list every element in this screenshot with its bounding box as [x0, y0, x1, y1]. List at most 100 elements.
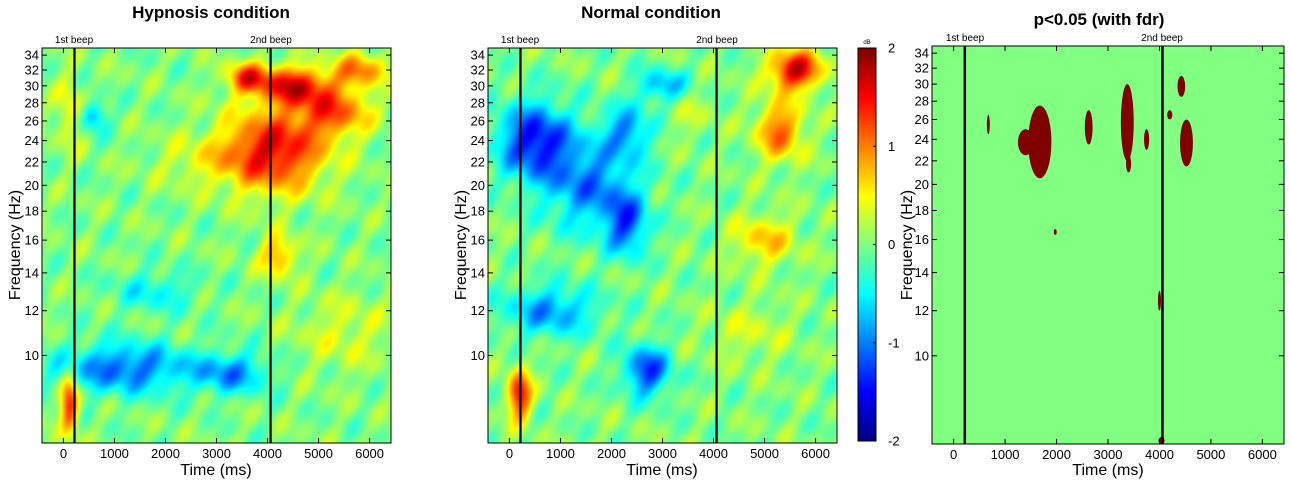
- panel-significance: p<0.05 (with fdr) 1st beep 2nd beep 10 12…: [899, 10, 1285, 479]
- colorbar-tick-label: 0: [888, 237, 895, 252]
- y-tick-label: 24: [471, 133, 485, 148]
- y-tick-label: 18: [915, 203, 929, 218]
- event-label-1st-beep: 1st beep: [946, 33, 985, 44]
- significant-regions: [986, 76, 1193, 444]
- y-tick-label: 30: [25, 78, 39, 93]
- x-tick-label: 1000: [100, 446, 129, 461]
- x-tick-label: 5000: [750, 446, 779, 461]
- x-tick-label: 2000: [1042, 447, 1071, 462]
- x-ticks: 0 1000 2000 3000 4000 5000 6000: [506, 48, 830, 461]
- y-tick-label: 32: [471, 62, 485, 77]
- y-tick-label: 12: [915, 303, 929, 318]
- colorbar-gradient: [858, 48, 876, 441]
- x-tick-label: 4000: [699, 446, 728, 461]
- significant-region: [1017, 129, 1034, 156]
- y-tick-label: 20: [915, 177, 929, 192]
- x-tick-label: 0: [950, 447, 957, 462]
- y-tick-label: 24: [915, 132, 929, 147]
- y-tick-label: 12: [471, 303, 485, 318]
- y-tick-label: 34: [471, 48, 485, 63]
- significant-region: [1180, 119, 1193, 167]
- x-tick-label: 6000: [355, 446, 384, 461]
- x-tick-label: 0: [60, 446, 67, 461]
- y-tick-label: 14: [915, 265, 929, 280]
- x-tick-label: 2000: [151, 446, 180, 461]
- event-label-2nd-beep: 2nd beep: [250, 35, 292, 46]
- panel-normal: Normal condition 1st beep 2nd beep 10121…: [453, 3, 838, 479]
- significant-region: [1157, 290, 1162, 311]
- significance-background: [932, 46, 1284, 444]
- x-tick-label: 1000: [546, 446, 575, 461]
- spectrogram-normal: [488, 48, 837, 443]
- x-tick-label: 6000: [801, 446, 830, 461]
- y-tick-label: 16: [915, 232, 929, 247]
- panel-title: p<0.05 (with fdr): [1034, 10, 1165, 29]
- y-axis-label: Frequency (Hz): [899, 190, 916, 300]
- x-axis-label: Time (ms): [626, 462, 697, 479]
- x-ticks: 0 1000 2000 3000 4000 5000 6000: [950, 46, 1277, 462]
- y-tick-label: 26: [915, 112, 929, 127]
- y-tick-label: 30: [915, 77, 929, 92]
- y-tick-label: 10: [915, 348, 929, 363]
- x-tick-label: 5000: [1196, 447, 1225, 462]
- y-tick-label: 32: [915, 61, 929, 76]
- significant-region: [1120, 84, 1134, 161]
- y-tick-label: 22: [25, 154, 39, 169]
- colorbar-tick-label: -1: [888, 335, 900, 350]
- significant-region: [1084, 110, 1093, 145]
- x-tick-label: 3000: [202, 446, 231, 461]
- significant-region: [1144, 129, 1150, 150]
- y-tick-label: 28: [471, 95, 485, 110]
- y-tick-label: 26: [25, 113, 39, 128]
- spectrogram-hypnosis: [42, 48, 391, 443]
- y-tick-label: 32: [25, 62, 39, 77]
- x-tick-label: 6000: [1248, 447, 1277, 462]
- colorbar-tick-label: -2: [888, 434, 900, 449]
- event-label-2nd-beep: 2nd beep: [696, 35, 738, 46]
- y-tick-label: 16: [471, 233, 485, 248]
- y-axis-label: Frequency (Hz): [7, 190, 24, 300]
- y-tick-label: 14: [471, 265, 485, 280]
- y-tick-label: 26: [471, 113, 485, 128]
- y-tick-label: 10: [25, 348, 39, 363]
- y-axis-label: Frequency (Hz): [453, 190, 470, 300]
- event-label-2nd-beep: 2nd beep: [1141, 33, 1183, 44]
- significant-region: [1167, 110, 1173, 120]
- colorbar-ticks: 2 1 0 -1 -2: [873, 41, 900, 449]
- significant-region: [1126, 155, 1132, 173]
- x-tick-label: 3000: [1094, 447, 1123, 462]
- x-tick-label: 2000: [597, 446, 626, 461]
- y-tick-label: 28: [915, 94, 929, 109]
- colorbar-unit: dB: [863, 40, 870, 46]
- event-label-1st-beep: 1st beep: [55, 35, 94, 46]
- significant-region: [986, 114, 990, 135]
- y-tick-label: 18: [471, 204, 485, 219]
- panel-hypnosis: Hypnosis condition 1st beep 2nd beep 10 1…: [7, 3, 392, 479]
- y-tick-label: 20: [25, 178, 39, 193]
- x-axis-label: Time (ms): [180, 462, 251, 479]
- y-tick-label: 10: [471, 348, 485, 363]
- y-tick-label: 30: [471, 78, 485, 93]
- significant-region: [1177, 76, 1186, 97]
- significant-region: [1053, 228, 1057, 235]
- colorbar-tick-label: 2: [888, 41, 895, 56]
- x-axis-label: Time (ms): [1072, 462, 1143, 479]
- panel-title: Normal condition: [581, 3, 721, 22]
- panel-title: Hypnosis condition: [132, 3, 290, 22]
- x-tick-label: 4000: [1145, 447, 1174, 462]
- y-tick-label: 28: [25, 95, 39, 110]
- y-tick-label: 14: [25, 265, 39, 280]
- y-tick-label: 16: [25, 233, 39, 248]
- x-ticks: 0 1000 2000 3000 4000 5000 6000: [60, 48, 384, 461]
- x-tick-label: 4000: [253, 446, 282, 461]
- colorbar-tick-label: 1: [888, 139, 895, 154]
- event-label-1st-beep: 1st beep: [501, 35, 540, 46]
- significant-region: [1028, 105, 1052, 179]
- y-tick-label: 22: [471, 154, 485, 169]
- y-tick-label: 20: [471, 178, 485, 193]
- y-tick-label: 34: [25, 48, 39, 63]
